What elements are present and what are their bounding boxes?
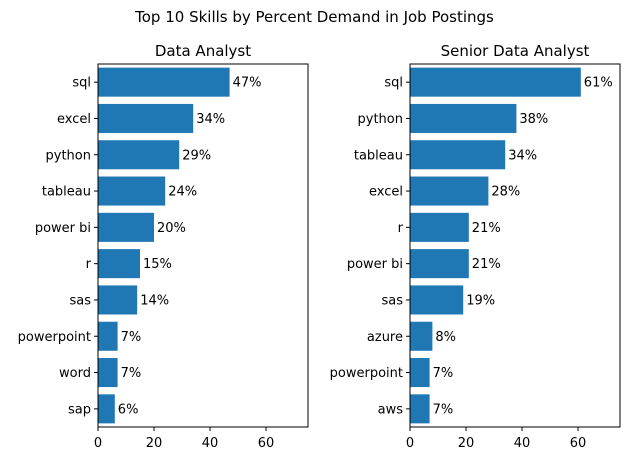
bar-power-bi <box>98 212 154 242</box>
x-tick-label-20: 20 <box>146 436 163 451</box>
bar-powerpoint <box>98 321 118 351</box>
category-label-sas: sas <box>69 293 91 308</box>
data-label-power-bi: 21% <box>472 257 501 272</box>
data-label-sap: 6% <box>118 402 139 417</box>
axes-frame-senior-data-analyst <box>409 63 621 428</box>
bar-sas <box>98 285 138 315</box>
category-label-aws: aws <box>378 402 404 417</box>
x-tick-label-40: 40 <box>202 436 219 451</box>
figure-title: Top 10 Skills by Percent Demand in Job P… <box>134 8 494 26</box>
bar-powerpoint <box>410 358 430 388</box>
bar-word <box>98 358 118 388</box>
category-label-tableau: tableau <box>42 185 91 200</box>
bar-aws <box>410 394 430 424</box>
bar-excel <box>410 176 489 206</box>
data-label-sql: 47% <box>233 76 262 91</box>
x-tick-label-40: 40 <box>514 436 531 451</box>
data-label-powerpoint: 7% <box>121 330 142 345</box>
data-label-power-bi: 20% <box>157 221 186 236</box>
data-label-sas: 14% <box>140 293 169 308</box>
category-label-power-bi: power bi <box>35 221 91 236</box>
data-label-python: 29% <box>182 148 211 163</box>
data-label-excel: 28% <box>491 185 520 200</box>
axes-title-senior-data-analyst: Senior Data Analyst <box>441 42 590 60</box>
bar-python <box>98 140 180 170</box>
data-label-excel: 34% <box>196 112 225 127</box>
bar-power-bi <box>410 249 469 279</box>
category-label-powerpoint: powerpoint <box>18 330 91 345</box>
axes-frame-data-analyst <box>97 63 309 428</box>
category-label-excel: excel <box>57 112 91 127</box>
bar-sas <box>410 285 464 315</box>
category-label-power-bi: power bi <box>347 257 403 272</box>
category-label-sql: sql <box>72 76 91 91</box>
bar-excel <box>98 103 194 133</box>
data-label-tableau: 34% <box>508 148 537 163</box>
axes-senior-data-analyst: Senior Data Analyst sql 61% python 38% tablea… <box>330 42 621 451</box>
category-label-python: python <box>46 148 91 163</box>
category-label-r: r <box>86 257 92 272</box>
data-label-azure: 8% <box>435 330 456 345</box>
category-label-powerpoint: powerpoint <box>330 366 403 381</box>
category-label-tableau: tableau <box>354 148 403 163</box>
data-label-tableau: 24% <box>168 185 197 200</box>
bar-sap <box>98 394 115 424</box>
data-label-r: 21% <box>472 221 501 236</box>
category-label-r: r <box>398 221 404 236</box>
x-tick-label-0: 0 <box>94 436 102 451</box>
bar-tableau <box>410 140 506 170</box>
category-label-sas: sas <box>381 293 403 308</box>
x-tick-label-60: 60 <box>258 436 275 451</box>
axes-data-analyst: Data Analyst sql 47% excel 34% python 29% table… <box>18 42 309 451</box>
category-label-azure: azure <box>367 330 403 345</box>
data-label-python: 38% <box>519 112 548 127</box>
data-label-sql: 61% <box>584 76 613 91</box>
data-label-r: 15% <box>143 257 172 272</box>
data-label-aws: 7% <box>433 402 454 417</box>
category-label-python: python <box>358 112 403 127</box>
data-label-word: 7% <box>121 366 142 381</box>
bar-r <box>410 212 469 242</box>
category-label-excel: excel <box>369 185 403 200</box>
bar-python <box>410 103 517 133</box>
bar-tableau <box>98 176 166 206</box>
bar-r <box>98 249 140 279</box>
data-label-powerpoint: 7% <box>433 366 454 381</box>
category-label-sql: sql <box>384 76 403 91</box>
bar-sql <box>410 67 581 97</box>
bar-azure <box>410 321 433 351</box>
x-tick-label-0: 0 <box>406 436 414 451</box>
axes-title-data-analyst: Data Analyst <box>155 42 251 60</box>
bar-sql <box>98 67 230 97</box>
category-label-word: word <box>59 366 91 381</box>
category-label-sap: sap <box>68 402 91 417</box>
x-tick-label-60: 60 <box>570 436 587 451</box>
x-tick-label-20: 20 <box>458 436 475 451</box>
data-label-sas: 19% <box>466 293 495 308</box>
